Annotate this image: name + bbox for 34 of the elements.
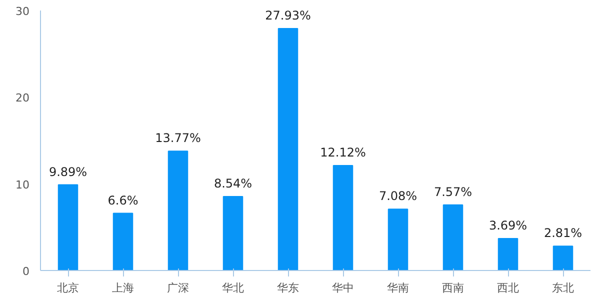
bar [332,164,354,270]
data-label: 9.89% [48,164,88,179]
x-tick-label: 华北 [222,282,244,294]
bar [112,212,134,270]
data-label: 6.6% [108,193,138,208]
x-tick-label: 广深 [167,282,189,294]
data-label: 8.54% [214,176,252,190]
y-tick-label: 20 [16,92,30,105]
x-tick-label: 北京 [57,282,79,294]
x-tick-label: 西北 [497,282,519,294]
bar [552,246,574,270]
y-tick-label: 0 [22,265,30,278]
data-label: 7.08% [378,189,418,204]
data-label: 2.81% [544,226,582,240]
x-tick-label: 上海 [112,282,134,294]
x-tick-label: 华中 [332,282,354,294]
data-label: 27.93% [265,8,311,22]
x-tick-label: 华东 [277,282,299,294]
data-label: 13.77% [155,131,201,146]
data-label: 3.69% [488,218,528,233]
data-label: 12.12% [320,145,366,160]
x-tick-label: 华南 [387,282,409,294]
bar [222,196,244,270]
bar [278,28,298,270]
data-label: 7.57% [434,184,472,199]
bar [388,208,408,270]
bar [498,238,518,270]
y-tick-label: 30 [16,5,30,18]
bar [442,204,464,270]
x-tick-label: 东北 [552,282,574,294]
x-tick-label: 西南 [442,282,464,294]
bar [58,184,78,270]
y-tick-label: 10 [16,178,30,192]
bar [168,150,188,270]
